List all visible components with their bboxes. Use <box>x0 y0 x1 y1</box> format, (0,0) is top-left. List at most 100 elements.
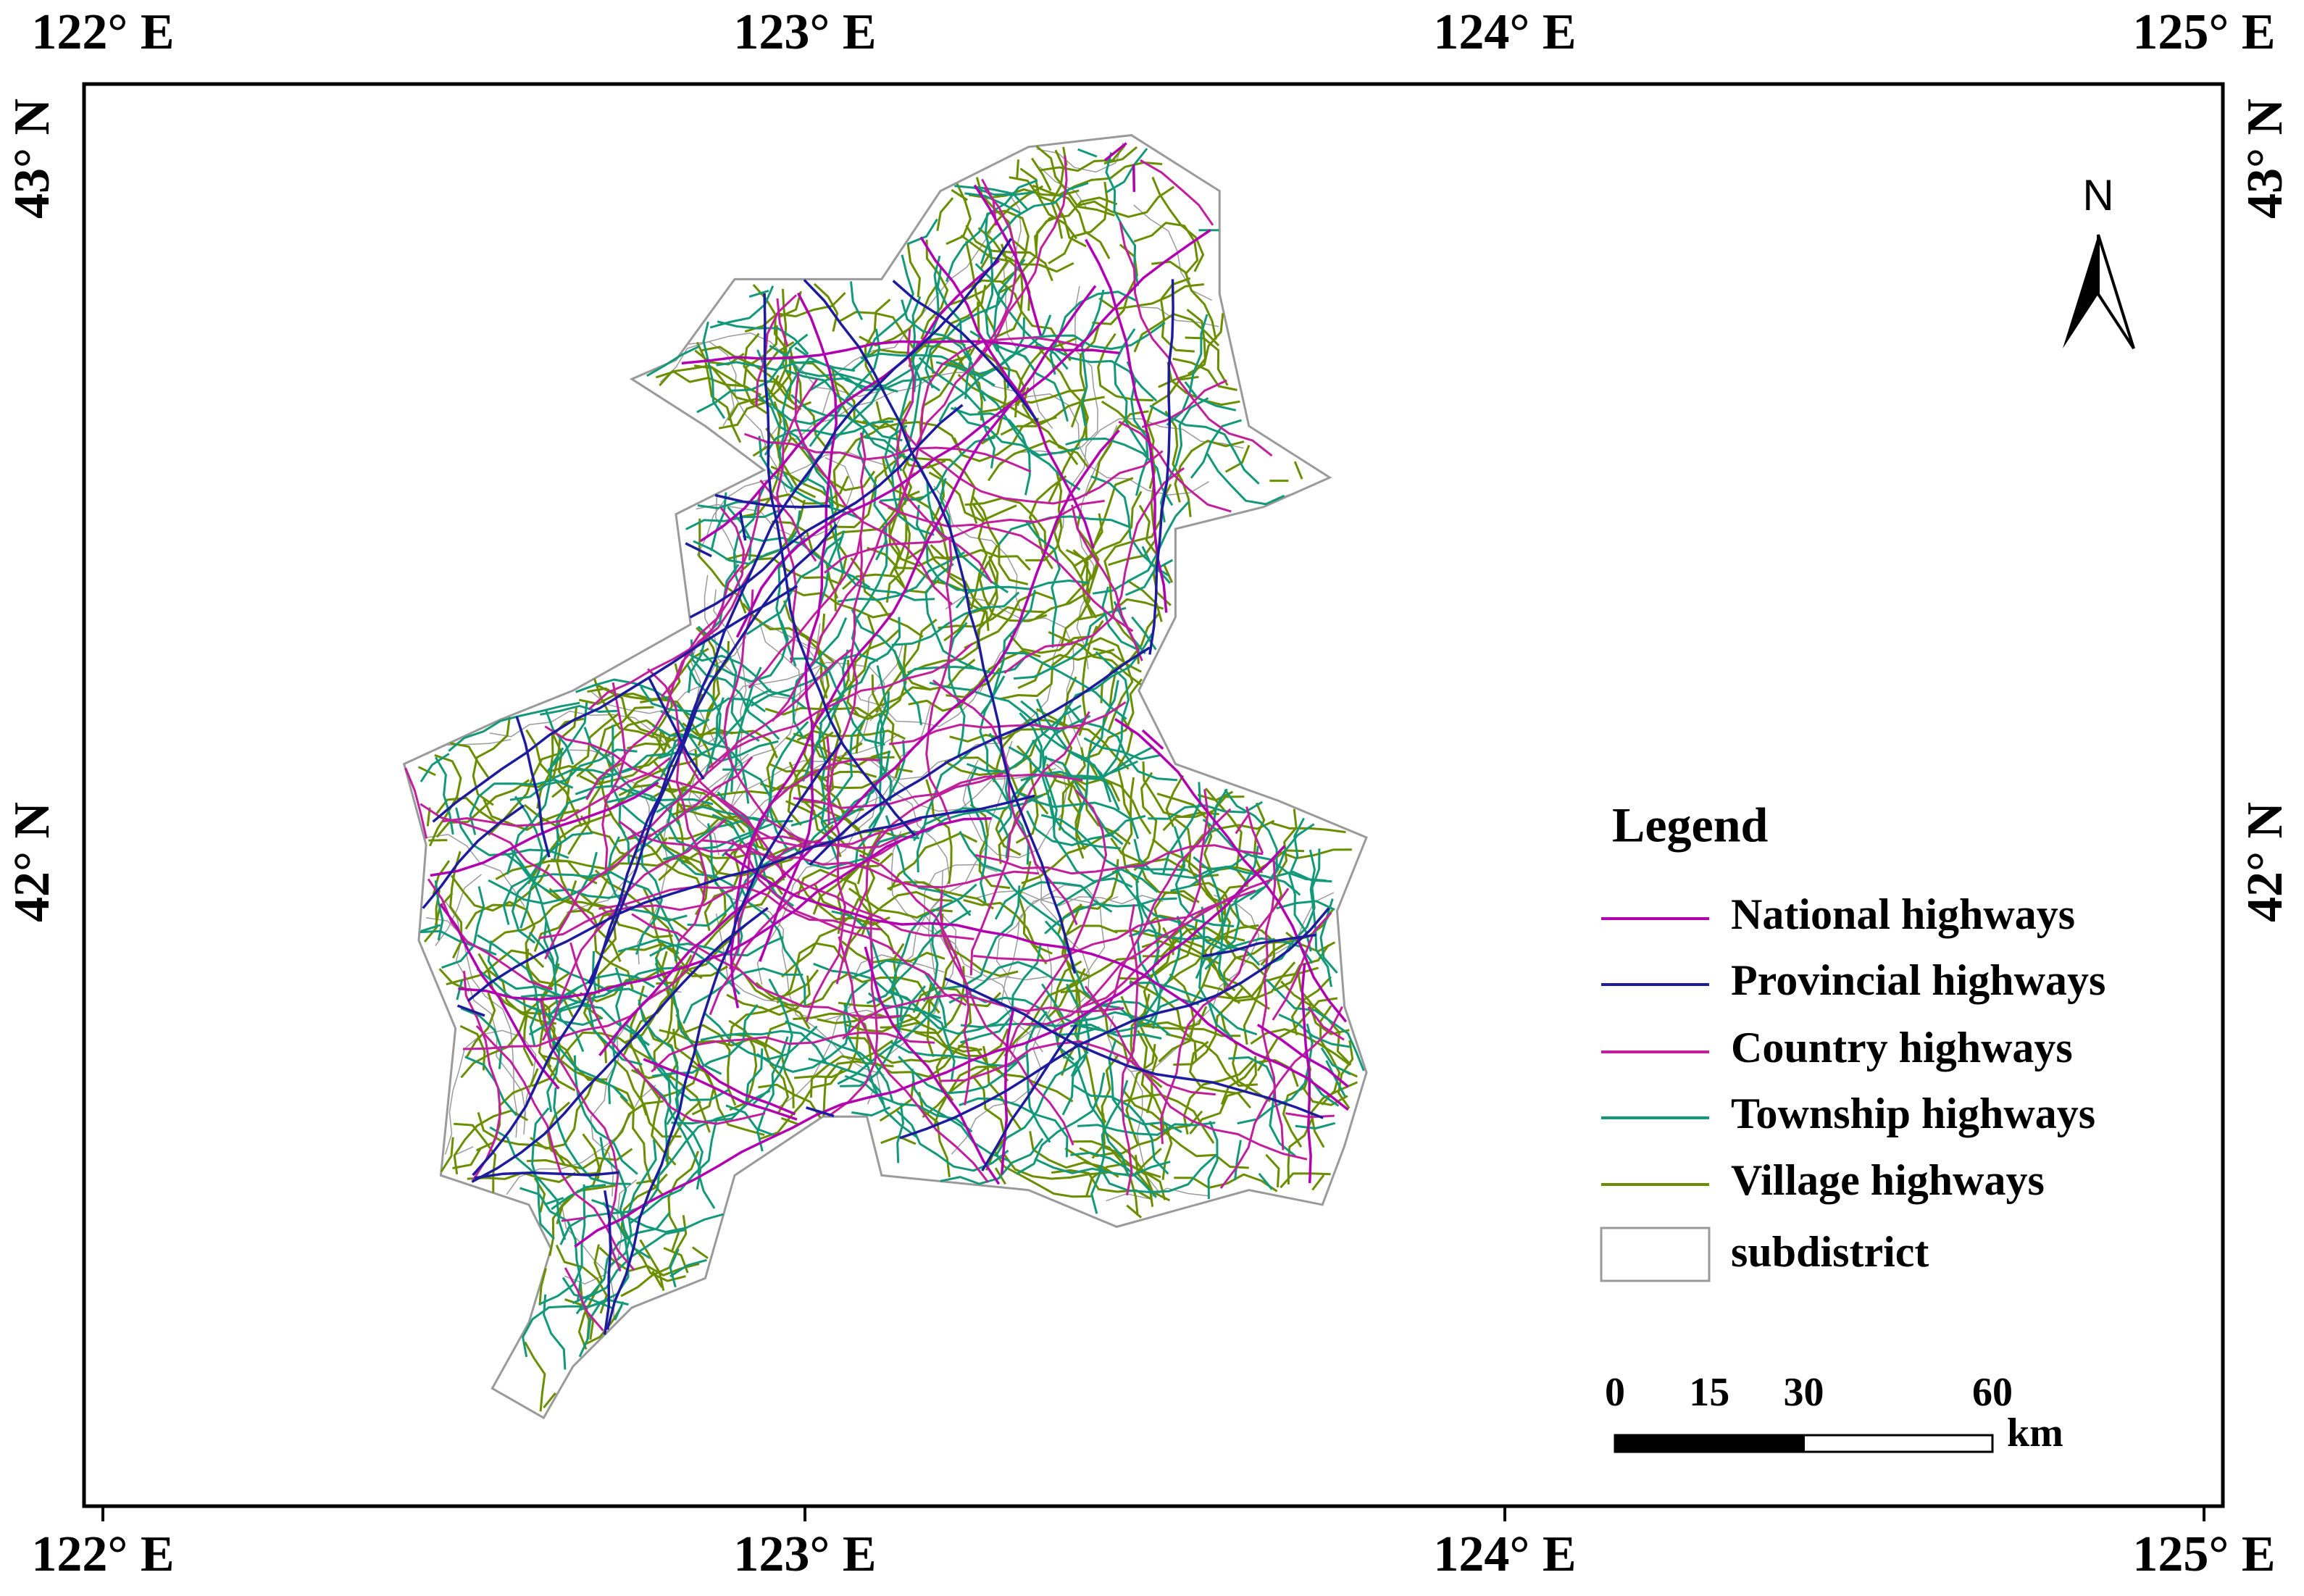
road <box>864 946 1001 1185</box>
road <box>640 1256 686 1282</box>
road <box>940 913 1019 977</box>
road <box>1082 789 1209 1008</box>
road <box>1158 973 1195 1063</box>
road <box>564 1179 638 1284</box>
road <box>898 653 1030 683</box>
road <box>851 525 888 657</box>
road <box>1035 343 1088 441</box>
road <box>435 797 496 823</box>
road <box>763 1021 789 1114</box>
road <box>463 971 502 1181</box>
road <box>536 717 585 809</box>
road <box>548 887 617 954</box>
road <box>913 255 941 393</box>
road <box>685 508 784 530</box>
road <box>1311 1174 1325 1191</box>
road <box>1126 1204 1143 1219</box>
road <box>1022 387 1090 469</box>
road <box>1061 1053 1130 1177</box>
road <box>1103 142 1127 162</box>
road <box>686 664 734 793</box>
road <box>1132 916 1183 1045</box>
road <box>435 779 530 838</box>
road <box>1080 289 1105 427</box>
road <box>569 942 766 1125</box>
road <box>526 948 604 1020</box>
road <box>964 279 1023 338</box>
road <box>1141 729 1164 750</box>
road <box>655 957 722 1075</box>
road <box>1133 222 1199 275</box>
road <box>618 820 903 853</box>
road <box>808 1058 918 1138</box>
road <box>603 1190 612 1335</box>
road <box>1097 333 1153 402</box>
road <box>888 509 955 567</box>
road <box>813 283 839 332</box>
road <box>794 346 921 388</box>
road <box>1190 882 1277 945</box>
road <box>1046 957 1137 1019</box>
road <box>938 606 1045 630</box>
road <box>896 1103 904 1163</box>
road <box>896 1110 1009 1172</box>
road <box>542 887 622 962</box>
road <box>1132 164 1136 192</box>
road <box>764 420 894 456</box>
road <box>590 871 680 961</box>
road <box>837 530 935 601</box>
road <box>1148 279 1174 655</box>
road <box>1262 848 1321 968</box>
road <box>609 1139 657 1267</box>
road <box>502 832 593 925</box>
road <box>744 292 846 333</box>
road <box>454 1122 497 1193</box>
road <box>1198 906 1233 1039</box>
road <box>1337 1040 1354 1109</box>
road <box>1128 929 1261 966</box>
road <box>743 433 1032 473</box>
road <box>1308 849 1332 987</box>
legend-title: Legend <box>1612 798 1769 853</box>
road <box>785 736 895 761</box>
road <box>1282 1050 1312 1148</box>
road <box>1075 185 1175 218</box>
road <box>892 280 1039 422</box>
road <box>946 650 1041 698</box>
road <box>511 873 593 944</box>
road <box>1035 708 1130 770</box>
road <box>640 686 766 713</box>
road <box>758 435 862 520</box>
road <box>1044 897 1177 935</box>
road <box>509 748 638 801</box>
road <box>1118 420 1232 513</box>
road <box>541 819 727 1041</box>
road <box>927 740 1013 974</box>
north-label: N <box>2082 171 2113 220</box>
road <box>850 281 864 320</box>
road <box>1135 894 1162 1029</box>
road <box>1276 900 1335 911</box>
road <box>776 378 819 663</box>
road <box>831 910 903 1021</box>
road <box>1131 894 1260 1072</box>
road <box>907 218 938 246</box>
road <box>464 992 496 1059</box>
road <box>837 551 966 603</box>
road <box>1114 718 1348 1023</box>
road <box>804 477 838 605</box>
lon-label-top: 122° E <box>31 4 174 60</box>
road <box>896 329 993 584</box>
road <box>933 485 1024 693</box>
road <box>540 704 619 716</box>
road <box>998 285 1098 464</box>
road <box>1219 1011 1271 1103</box>
scale-segment <box>1803 1434 1994 1453</box>
road <box>1325 1060 1346 1098</box>
road <box>1077 1121 1216 1136</box>
road <box>805 736 846 1022</box>
road <box>657 829 709 916</box>
road <box>1035 698 1120 811</box>
road <box>1106 148 1148 193</box>
road <box>1095 651 1130 777</box>
